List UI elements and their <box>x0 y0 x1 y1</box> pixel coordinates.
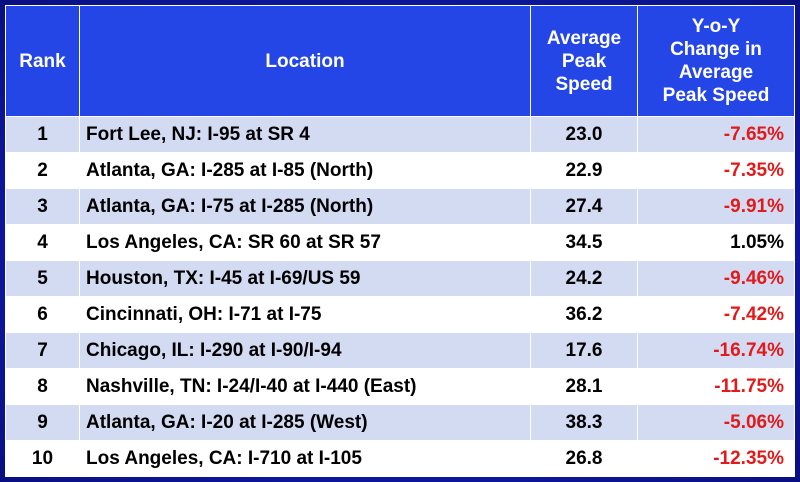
location-cell: Fort Lee, NJ: I-95 at SR 4 <box>79 116 531 153</box>
table-row: 9 Atlanta, GA: I-20 at I-285 (West) 38.3… <box>5 404 795 441</box>
header-change-line: Change in <box>670 39 762 60</box>
speed-cell: 26.8 <box>530 440 638 477</box>
bottleneck-table: Rank Location Average Peak Speed Y-o-Y C… <box>5 5 795 477</box>
rank-cell: 4 <box>5 224 80 261</box>
change-cell: -9.46% <box>637 260 795 297</box>
speed-cell: 27.4 <box>530 188 638 225</box>
speed-cell: 24.2 <box>530 260 638 297</box>
location-cell: Los Angeles, CA: I-710 at I-105 <box>79 440 531 477</box>
rank-cell: 6 <box>5 296 80 333</box>
speed-cell: 36.2 <box>530 296 638 333</box>
table-row: 6 Cincinnati, OH: I-71 at I-75 36.2 -7.4… <box>5 296 795 333</box>
location-cell: Chicago, IL: I-290 at I-90/I-94 <box>79 332 531 369</box>
header-change-line: Peak Speed <box>662 85 770 106</box>
table-body: 1 Fort Lee, NJ: I-95 at SR 4 23.0 -7.65%… <box>5 116 795 477</box>
header-rank: Rank <box>5 5 80 117</box>
location-cell: Atlanta, GA: I-285 at I-85 (North) <box>79 152 531 189</box>
speed-cell: 23.0 <box>530 116 638 153</box>
header-location-line: Location <box>265 50 345 72</box>
header-speed-line: Average <box>546 27 622 49</box>
change-cell: -12.35% <box>637 440 795 477</box>
header-average-peak-speed: Average Peak Speed <box>530 5 638 117</box>
speed-cell: 17.6 <box>530 332 638 369</box>
header-speed-line: Peak <box>561 50 607 72</box>
rank-cell: 10 <box>5 440 80 477</box>
change-cell: -11.75% <box>637 368 795 405</box>
rank-cell: 3 <box>5 188 80 225</box>
table-row: 3 Atlanta, GA: I-75 at I-285 (North) 27.… <box>5 188 795 225</box>
location-cell: Atlanta, GA: I-75 at I-285 (North) <box>79 188 531 225</box>
table-row: 2 Atlanta, GA: I-285 at I-85 (North) 22.… <box>5 152 795 189</box>
location-cell: Atlanta, GA: I-20 at I-285 (West) <box>79 404 531 441</box>
change-cell: 1.05% <box>637 224 795 261</box>
location-cell: Cincinnati, OH: I-71 at I-75 <box>79 296 531 333</box>
header-row: Rank Location Average Peak Speed Y-o-Y C… <box>5 5 795 117</box>
speed-cell: 34.5 <box>530 224 638 261</box>
table-row: 5 Houston, TX: I-45 at I-69/US 59 24.2 -… <box>5 260 795 297</box>
header-change-line: Average <box>678 62 754 83</box>
change-cell: -9.91% <box>637 188 795 225</box>
rank-cell: 7 <box>5 332 80 369</box>
speed-cell: 28.1 <box>530 368 638 405</box>
table-row: 4 Los Angeles, CA: SR 60 at SR 57 34.5 1… <box>5 224 795 261</box>
rank-cell: 1 <box>5 116 80 153</box>
speed-cell: 38.3 <box>530 404 638 441</box>
change-cell: -7.65% <box>637 116 795 153</box>
header-speed-line: Speed <box>555 73 613 95</box>
location-cell: Los Angeles, CA: SR 60 at SR 57 <box>79 224 531 261</box>
rank-cell: 9 <box>5 404 80 441</box>
table-frame: Rank Location Average Peak Speed Y-o-Y C… <box>5 5 795 477</box>
change-cell: -7.42% <box>637 296 795 333</box>
location-cell: Houston, TX: I-45 at I-69/US 59 <box>79 260 531 297</box>
header-rank-line: Rank <box>19 50 66 72</box>
table-row: 10 Los Angeles, CA: I-710 at I-105 26.8 … <box>5 440 795 477</box>
change-cell: -7.35% <box>637 152 795 189</box>
table-row: 7 Chicago, IL: I-290 at I-90/I-94 17.6 -… <box>5 332 795 369</box>
header-yoy-change: Y-o-Y Change in Average Peak Speed <box>637 5 795 117</box>
rank-cell: 5 <box>5 260 80 297</box>
rank-cell: 8 <box>5 368 80 405</box>
header-location: Location <box>79 5 531 117</box>
location-cell: Nashville, TN: I-24/I-40 at I-440 (East) <box>79 368 531 405</box>
table-row: 1 Fort Lee, NJ: I-95 at SR 4 23.0 -7.65% <box>5 116 795 153</box>
change-cell: -5.06% <box>637 404 795 441</box>
header-change-line: Y-o-Y <box>691 16 741 37</box>
rank-cell: 2 <box>5 152 80 189</box>
table-row: 8 Nashville, TN: I-24/I-40 at I-440 (Eas… <box>5 368 795 405</box>
change-cell: -16.74% <box>637 332 795 369</box>
speed-cell: 22.9 <box>530 152 638 189</box>
